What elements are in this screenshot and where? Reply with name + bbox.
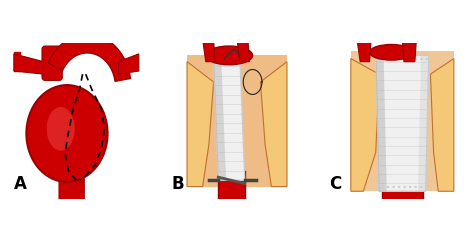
Text: C: C: [329, 175, 341, 193]
Polygon shape: [214, 62, 245, 180]
Polygon shape: [357, 40, 371, 62]
Polygon shape: [203, 40, 215, 62]
Polygon shape: [14, 54, 44, 74]
Polygon shape: [351, 59, 379, 191]
Polygon shape: [402, 40, 416, 62]
Polygon shape: [218, 171, 245, 199]
Polygon shape: [376, 55, 429, 191]
FancyBboxPatch shape: [59, 169, 84, 201]
Polygon shape: [260, 62, 287, 187]
Polygon shape: [418, 55, 429, 191]
Text: B: B: [172, 175, 184, 193]
Text: A: A: [14, 175, 27, 193]
Polygon shape: [376, 55, 387, 191]
Polygon shape: [430, 59, 454, 191]
Ellipse shape: [206, 46, 253, 65]
Polygon shape: [351, 51, 454, 191]
FancyBboxPatch shape: [42, 46, 62, 80]
Polygon shape: [382, 183, 423, 199]
Ellipse shape: [46, 107, 75, 151]
Polygon shape: [187, 55, 287, 187]
Polygon shape: [118, 54, 139, 74]
Ellipse shape: [370, 45, 413, 60]
Ellipse shape: [27, 85, 108, 182]
Polygon shape: [48, 34, 130, 81]
Polygon shape: [237, 40, 249, 62]
Polygon shape: [187, 62, 214, 187]
Polygon shape: [214, 62, 226, 180]
